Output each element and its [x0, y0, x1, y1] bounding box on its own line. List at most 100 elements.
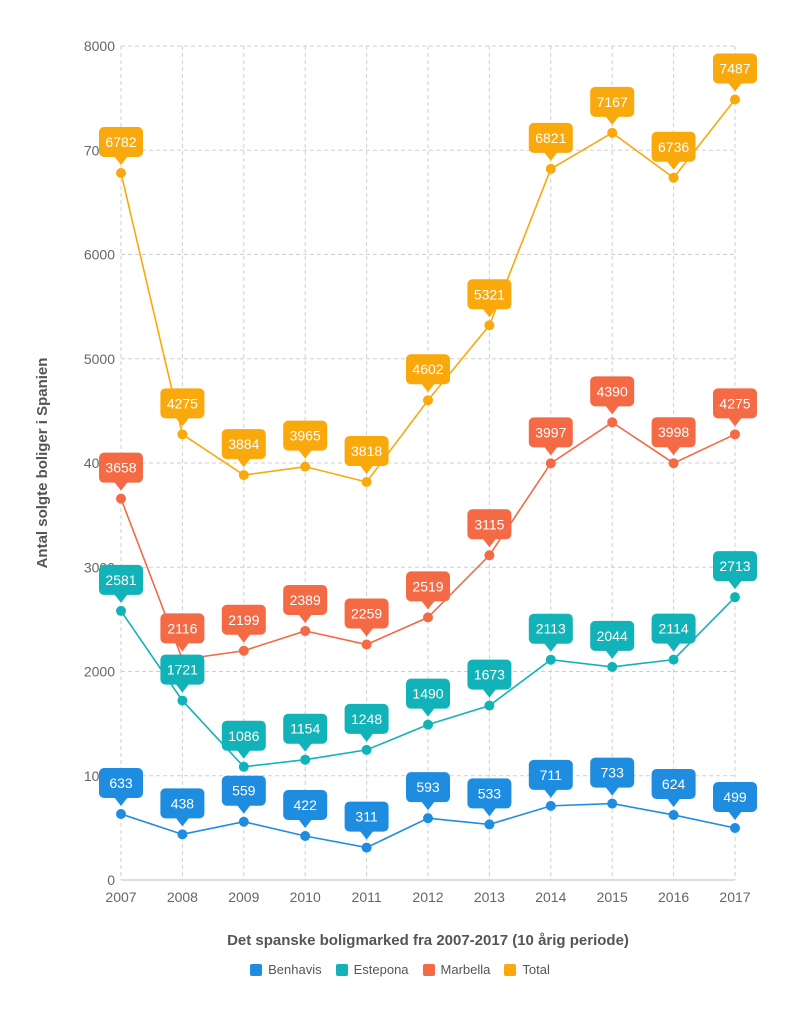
data-point-marbella[interactable]: [545, 458, 556, 469]
data-point-estepona[interactable]: [545, 654, 556, 665]
data-label-pointer: [728, 417, 742, 427]
data-label-benhavis: 711: [528, 759, 573, 798]
data-point-benhavis[interactable]: [607, 798, 618, 809]
data-point-estepona[interactable]: [423, 719, 433, 730]
x-tick-label: 2013: [474, 889, 505, 905]
data-label-benhavis: 422: [283, 790, 328, 829]
data-label-benhavis: 311: [344, 801, 389, 840]
data-point-estepona[interactable]: [484, 700, 495, 711]
data-point-estepona[interactable]: [668, 654, 679, 665]
data-point-total[interactable]: [300, 461, 311, 472]
legend-item-marbella[interactable]: Marbella: [422, 962, 490, 977]
data-point-estepona[interactable]: [300, 754, 311, 765]
data-label-pointer: [114, 593, 128, 603]
data-label-text: 3115: [474, 516, 504, 532]
data-label-text: 5321: [474, 286, 505, 302]
data-point-estepona[interactable]: [607, 661, 618, 672]
data-point-benhavis[interactable]: [300, 831, 311, 842]
data-point-marbella[interactable]: [361, 639, 372, 650]
data-label-text: 7487: [719, 60, 750, 76]
data-label-pointer: [543, 642, 558, 652]
data-label-marbella: 4275: [713, 388, 757, 427]
data-point-marbella[interactable]: [607, 417, 618, 428]
data-label-total: 5321: [467, 279, 512, 318]
data-label-box: [713, 551, 757, 582]
data-point-total[interactable]: [116, 167, 126, 178]
data-label-box: [99, 126, 143, 157]
data-point-benhavis[interactable]: [668, 809, 679, 820]
data-point-marbella[interactable]: [730, 429, 740, 440]
data-label-pointer: [298, 819, 313, 829]
data-point-estepona[interactable]: [177, 695, 188, 706]
data-point-estepona[interactable]: [238, 761, 249, 772]
data-point-total[interactable]: [177, 429, 188, 440]
x-tick-label: 2017: [719, 889, 750, 905]
data-label-box: [406, 772, 450, 803]
data-label-pointer: [605, 649, 620, 659]
data-point-estepona[interactable]: [116, 605, 126, 616]
data-point-total[interactable]: [730, 94, 740, 105]
data-label-box: [344, 703, 389, 734]
data-point-total[interactable]: [545, 163, 556, 174]
data-point-benhavis[interactable]: [361, 842, 372, 853]
data-point-benhavis[interactable]: [238, 816, 249, 827]
data-label-pointer: [114, 481, 128, 491]
data-label-box: [590, 86, 635, 117]
data-label-pointer: [236, 458, 251, 468]
data-label-text: 4275: [167, 395, 198, 411]
data-label-pointer: [114, 797, 128, 807]
data-label-box: [221, 775, 266, 806]
data-label-pointer: [543, 446, 558, 456]
data-label-estepona: 2044: [590, 620, 635, 659]
data-point-marbella[interactable]: [238, 645, 249, 656]
data-label-pointer: [298, 449, 313, 459]
data-point-benhavis[interactable]: [116, 809, 126, 820]
data-point-total[interactable]: [423, 395, 433, 406]
data-label-pointer: [236, 749, 251, 759]
data-point-marbella[interactable]: [484, 550, 495, 561]
x-tick-label: 2016: [658, 889, 689, 905]
data-point-benhavis[interactable]: [484, 819, 495, 830]
data-point-total[interactable]: [607, 127, 618, 138]
data-label-box: [160, 788, 205, 819]
data-label-pointer: [728, 810, 742, 820]
data-point-marbella[interactable]: [116, 493, 126, 504]
data-point-benhavis[interactable]: [177, 829, 188, 840]
data-point-total[interactable]: [238, 470, 249, 481]
data-label-text: 533: [478, 785, 502, 801]
data-point-marbella[interactable]: [300, 625, 311, 636]
data-label-pointer: [666, 446, 681, 456]
data-point-benhavis[interactable]: [545, 800, 556, 811]
data-point-marbella[interactable]: [668, 458, 679, 469]
data-point-estepona[interactable]: [361, 744, 372, 755]
series-benhavis: [116, 798, 740, 853]
data-label-box: [99, 452, 143, 483]
data-label-text: 593: [416, 779, 440, 795]
data-label-pointer: [543, 788, 558, 798]
legend-item-benhavis[interactable]: Benhavis: [250, 962, 322, 977]
data-label-text: 2199: [228, 612, 259, 628]
legend-swatch-total: [504, 963, 517, 976]
data-label-text: 6782: [105, 134, 136, 150]
data-label-pointer: [298, 742, 313, 752]
data-label-text: 3818: [351, 443, 382, 459]
legend-item-estepona[interactable]: Estepona: [335, 962, 409, 977]
data-point-total[interactable]: [484, 320, 495, 331]
y-tick-label: 8000: [84, 38, 115, 54]
data-point-marbella[interactable]: [423, 612, 433, 623]
data-point-total[interactable]: [668, 172, 679, 183]
data-label-total: 7167: [590, 86, 635, 125]
data-point-benhavis[interactable]: [423, 813, 433, 824]
data-point-benhavis[interactable]: [730, 822, 740, 833]
x-tick-label: 2007: [105, 889, 136, 905]
data-label-box: [590, 620, 635, 651]
data-label-box: [713, 781, 757, 812]
legend-label-total: Total: [522, 962, 550, 977]
legend-item-total[interactable]: Total: [504, 962, 550, 977]
data-label-layer: 633 438 559 422 311 593 533 711 733 624 499 2581 172…: [99, 53, 757, 840]
data-point-total[interactable]: [361, 476, 372, 487]
data-point-estepona[interactable]: [730, 592, 740, 603]
data-label-box: [283, 713, 328, 744]
data-label-box: [528, 417, 573, 448]
data-label-benhavis: 438: [160, 788, 205, 827]
